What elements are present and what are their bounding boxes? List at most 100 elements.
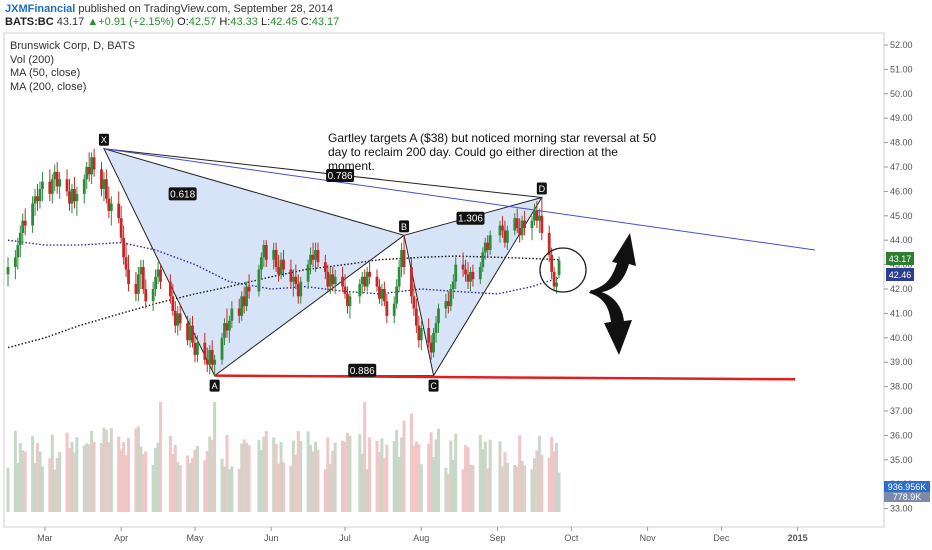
candle bbox=[127, 254, 130, 292]
legend-title[interactable]: Brunswick Corp, D, BATS bbox=[10, 40, 136, 52]
author-link[interactable]: JXMFinancial bbox=[5, 3, 76, 15]
candle-body bbox=[102, 179, 106, 189]
candle-body bbox=[314, 249, 317, 260]
candle bbox=[552, 267, 556, 292]
candle bbox=[461, 252, 465, 277]
ratio-label-bg bbox=[348, 363, 377, 377]
candle bbox=[205, 347, 209, 372]
legend-ma200[interactable]: MA (200, close) bbox=[10, 80, 87, 93]
candle-body bbox=[382, 289, 386, 302]
candle-body bbox=[136, 274, 140, 294]
volume-bar bbox=[72, 452, 76, 512]
candle-body bbox=[498, 225, 502, 236]
last-price: 43.17 bbox=[56, 16, 85, 28]
candle-body bbox=[471, 271, 475, 280]
volume-bar bbox=[557, 472, 561, 512]
candle bbox=[469, 267, 472, 292]
volume-bar bbox=[365, 469, 369, 512]
candle bbox=[341, 267, 344, 292]
candle-body bbox=[68, 191, 71, 204]
candle bbox=[18, 225, 22, 258]
candle bbox=[272, 242, 276, 270]
moving-averages bbox=[7, 239, 560, 349]
candle-body bbox=[134, 284, 138, 294]
candle bbox=[90, 152, 94, 185]
annotations bbox=[539, 233, 636, 355]
volume-bar bbox=[518, 435, 522, 512]
candle-body bbox=[513, 218, 517, 231]
candle-body bbox=[124, 257, 128, 270]
volume-bar bbox=[375, 440, 379, 512]
price-tick-label: 49.00 bbox=[890, 113, 913, 123]
candle bbox=[547, 225, 551, 263]
candle-body bbox=[38, 188, 42, 202]
time-axis[interactable]: Mar Apr May Jun Jul Aug Sep Oct Nov Dec 2015 bbox=[37, 527, 808, 543]
candle bbox=[100, 162, 103, 197]
volume-bar bbox=[262, 436, 266, 512]
candle bbox=[36, 184, 39, 211]
candle-body bbox=[429, 342, 433, 353]
volume-bar bbox=[412, 445, 416, 512]
candle-body bbox=[31, 203, 34, 226]
volume-bar bbox=[454, 433, 458, 512]
legend-volume[interactable]: Vol (200) bbox=[10, 53, 55, 66]
candle bbox=[471, 264, 475, 287]
volume-bar bbox=[171, 454, 175, 512]
candle bbox=[530, 215, 534, 241]
volume-bar bbox=[237, 468, 241, 512]
candle bbox=[296, 274, 300, 304]
volume-bar bbox=[400, 437, 404, 512]
candle bbox=[368, 262, 372, 285]
candle-body bbox=[483, 242, 487, 253]
candle bbox=[171, 284, 175, 316]
point-label-c: C bbox=[430, 381, 437, 391]
candle bbox=[262, 240, 266, 268]
symbol[interactable]: BATS:BC bbox=[5, 16, 54, 28]
volume-bar bbox=[488, 439, 492, 512]
candle bbox=[230, 301, 234, 329]
pattern-labels: X A B C D 0.618 0.786 1.306 0.886 bbox=[98, 133, 547, 392]
candle-body bbox=[360, 276, 364, 285]
volume-bar bbox=[53, 469, 57, 512]
candle-body bbox=[242, 296, 246, 307]
price-tick-label: 52.00 bbox=[890, 40, 913, 50]
price-tick-label: 37.00 bbox=[890, 406, 913, 416]
candle-body bbox=[173, 310, 177, 326]
candle-body bbox=[368, 271, 372, 277]
price-tick-label: 35.00 bbox=[890, 455, 913, 465]
volume-bar bbox=[363, 402, 367, 512]
candle-body bbox=[159, 269, 162, 282]
ratio-label: 0.786 bbox=[328, 171, 353, 182]
time-tick-label: Jul bbox=[339, 533, 351, 543]
point-label-b: B bbox=[401, 222, 407, 232]
candle bbox=[87, 152, 91, 182]
volume-bar bbox=[360, 453, 364, 512]
candle-body bbox=[70, 188, 74, 204]
candle-body bbox=[419, 328, 423, 341]
volume-bar bbox=[87, 444, 91, 512]
volume-bar bbox=[461, 469, 465, 512]
time-tick-label: Apr bbox=[114, 533, 128, 543]
candle bbox=[380, 284, 384, 307]
volume-bar bbox=[186, 455, 190, 512]
volume-bar bbox=[392, 441, 396, 512]
volume-bar bbox=[530, 469, 534, 512]
candle-body bbox=[434, 323, 438, 333]
point-label-d: D bbox=[539, 184, 546, 194]
candle-body bbox=[220, 337, 224, 360]
candle bbox=[210, 340, 214, 370]
candle bbox=[375, 269, 379, 292]
candle-body bbox=[547, 232, 551, 255]
candle-body bbox=[203, 342, 207, 360]
candle bbox=[523, 210, 526, 236]
candle bbox=[257, 264, 261, 297]
volume-bar bbox=[358, 434, 362, 512]
price-tick-label: 44.00 bbox=[890, 235, 913, 245]
volume-bar bbox=[348, 435, 352, 512]
candle-body bbox=[144, 289, 148, 302]
legend-ma50[interactable]: MA (50, close) bbox=[10, 67, 81, 79]
volume-bar bbox=[213, 402, 217, 512]
candle-body bbox=[119, 218, 123, 238]
candle-body bbox=[537, 215, 541, 221]
